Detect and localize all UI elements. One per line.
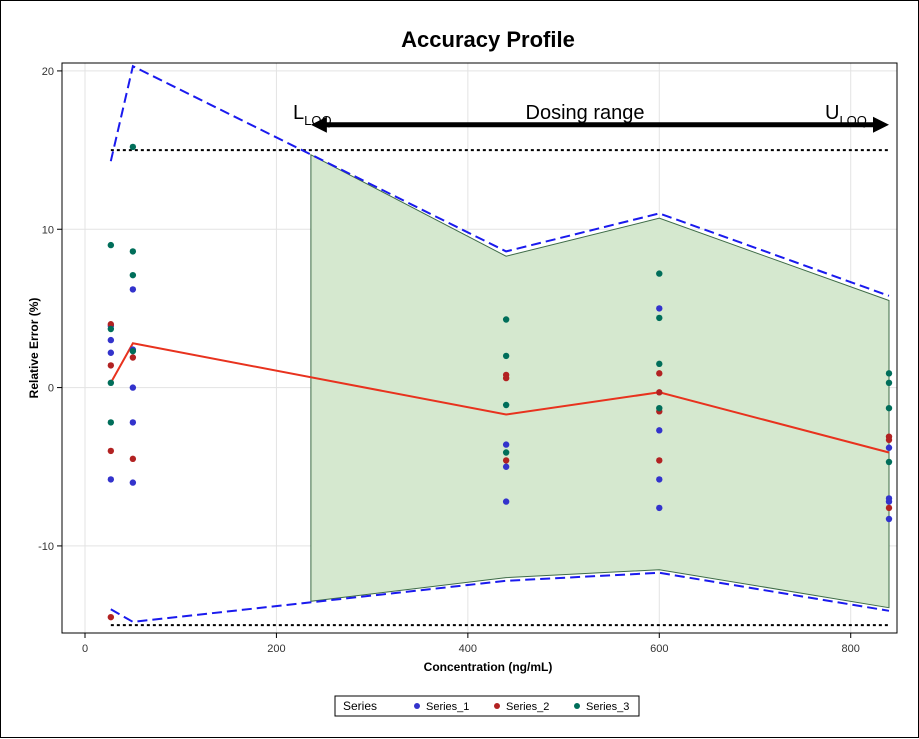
axes: 0 200 400 600 800 -10 0 10 20 [38, 66, 860, 655]
data-point-series-2 [656, 457, 663, 464]
data-point-series-2 [885, 504, 893, 512]
data-point-series-3 [502, 316, 510, 323]
legend-box [334, 695, 640, 717]
data-point-series-3 [107, 241, 115, 249]
data-point-series-3 [502, 352, 510, 360]
data-point-series-1 [656, 476, 663, 483]
legend-label-series-2: Series_2 [506, 701, 549, 713]
data-point-series-3 [129, 347, 137, 355]
legend-marker-series-3 [574, 703, 580, 709]
y-tick-label: 10 [42, 224, 54, 236]
data-point-series-3 [885, 370, 893, 377]
legend: Series Series_1 Series_2 Series_3 [334, 695, 640, 717]
data-point-series-3 [656, 314, 663, 322]
data-point-series-2 [107, 362, 115, 369]
y-tick-label: 0 [48, 383, 54, 395]
data-point-series-2 [129, 354, 137, 361]
x-tick-label: 600 [650, 643, 668, 655]
data-point-series-3 [107, 379, 115, 387]
legend-label-series-1: Series_1 [426, 701, 469, 713]
data-point-series-3 [656, 404, 663, 412]
dosing-range-arrow-right-head [873, 116, 889, 133]
data-point-series-2 [656, 389, 663, 396]
data-point-series-3 [656, 270, 663, 277]
data-point-series-1 [129, 419, 137, 426]
data-point-series-1 [502, 498, 510, 505]
data-point-series-3 [885, 404, 893, 412]
x-tick-label: 800 [842, 643, 860, 655]
data-point-series-3 [656, 360, 663, 368]
data-point-series-1 [656, 305, 663, 312]
data-point-series-2 [129, 455, 137, 463]
data-point-series-2 [885, 436, 893, 444]
data-point-series-2 [107, 447, 115, 455]
data-points [107, 143, 893, 621]
data-point-series-2 [107, 613, 115, 621]
dosing-range-arrow-left-head [310, 116, 327, 133]
data-point-series-1 [885, 498, 893, 505]
data-point-series-2 [656, 370, 663, 377]
data-point-series-3 [129, 143, 137, 151]
data-point-series-1 [502, 441, 510, 448]
data-point-series-2 [502, 457, 510, 464]
data-point-series-3 [885, 379, 893, 387]
x-tick-label: 400 [459, 643, 477, 655]
data-point-series-1 [656, 427, 663, 434]
data-point-series-1 [129, 384, 137, 391]
legend-label-series-3: Series_3 [586, 701, 629, 713]
dosing-range-fill [310, 153, 890, 609]
mean-bias-line [109, 342, 890, 454]
data-point-series-3 [129, 248, 137, 255]
data-point-series-2 [107, 321, 115, 328]
y-axis-title: Relative Error (%) [27, 298, 41, 399]
dosing-range-annotation: LLOQ Dosing range ULOQ [293, 102, 889, 133]
data-point-series-3 [885, 458, 893, 466]
data-point-series-1 [129, 286, 137, 293]
x-tick-label: 200 [267, 643, 285, 655]
y-tick-label: 20 [42, 66, 54, 78]
data-point-series-1 [107, 336, 115, 344]
chart-title: Accuracy Profile [401, 27, 575, 52]
dosing-range-region [310, 153, 890, 609]
legend-marker-series-2 [494, 703, 500, 709]
data-point-series-3 [502, 401, 510, 409]
data-point-series-1 [502, 463, 510, 470]
tolerance-upper-line [109, 64, 890, 297]
tolerance-lower-line [110, 571, 890, 623]
x-tick-label: 0 [82, 643, 88, 655]
data-point-series-1 [107, 476, 115, 483]
legend-title: Series [343, 699, 377, 713]
y-tick-label: -10 [38, 541, 54, 553]
mean-bias-polyline [109, 342, 890, 454]
data-point-series-2 [502, 374, 510, 382]
plot-area-border [61, 62, 898, 634]
acceptance-limits [110, 149, 889, 627]
data-point-series-3 [107, 325, 115, 333]
data-point-series-1 [129, 479, 137, 486]
data-point-series-1 [885, 444, 893, 451]
data-point-series-3 [107, 419, 115, 426]
data-point-series-1 [656, 504, 663, 512]
data-point-series-1 [107, 349, 115, 356]
data-point-series-3 [129, 271, 137, 279]
data-point-series-1 [885, 515, 893, 523]
legend-marker-series-1 [414, 703, 420, 709]
tolerance-limits [109, 64, 890, 623]
x-axis-title: Concentration (ng/mL) [424, 660, 553, 674]
data-point-series-3 [502, 449, 510, 456]
dosing-range-label: Dosing range [526, 102, 645, 124]
